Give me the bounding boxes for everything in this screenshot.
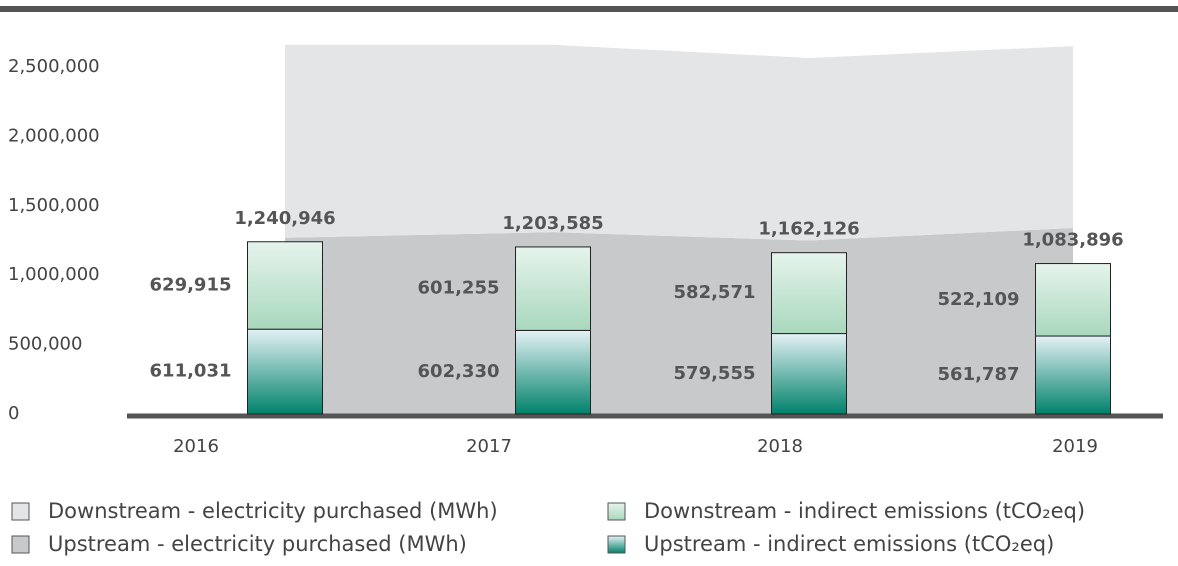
legend-swatch bbox=[11, 535, 30, 554]
legend-swatch bbox=[607, 502, 626, 521]
x-tick-label: 2017 bbox=[466, 436, 512, 457]
bar bbox=[771, 252, 847, 335]
total-label: 1,240,946 bbox=[234, 208, 335, 229]
legend-swatch bbox=[607, 535, 626, 554]
bar bbox=[247, 328, 323, 415]
legend-label: Downstream - indirect emissions (tCO₂eq) bbox=[644, 499, 1085, 523]
bar bbox=[247, 241, 323, 330]
value-label: 582,571 bbox=[674, 282, 756, 303]
bar bbox=[771, 333, 847, 415]
y-tick-label: 1,500,000 bbox=[8, 195, 100, 216]
value-label: 629,915 bbox=[150, 274, 232, 295]
x-tick-label: 2016 bbox=[173, 436, 219, 457]
value-label: 601,255 bbox=[418, 278, 500, 299]
bar bbox=[515, 329, 591, 415]
y-tick-label: 2,500,000 bbox=[8, 56, 100, 77]
legend-label: Upstream - indirect emissions (tCO₂eq) bbox=[644, 532, 1054, 556]
total-label: 1,162,126 bbox=[758, 219, 859, 240]
value-label: 579,555 bbox=[674, 363, 756, 384]
area bbox=[285, 44, 1073, 241]
legend-swatch bbox=[11, 502, 30, 521]
x-tick-label: 2018 bbox=[757, 436, 803, 457]
y-tick-label: 2,000,000 bbox=[8, 125, 100, 146]
value-label: 561,787 bbox=[938, 364, 1020, 385]
value-label: 611,031 bbox=[150, 361, 232, 382]
bar bbox=[515, 246, 591, 331]
y-tick-label: 0 bbox=[8, 403, 19, 424]
y-tick-label: 1,000,000 bbox=[8, 264, 100, 285]
value-label: 602,330 bbox=[418, 361, 500, 382]
area bbox=[285, 228, 1073, 414]
bar bbox=[1035, 335, 1111, 415]
y-tick-label: 500,000 bbox=[8, 334, 82, 355]
total-label: 1,083,896 bbox=[1022, 230, 1123, 251]
value-label: 522,109 bbox=[938, 289, 1020, 310]
top-rule bbox=[0, 6, 1178, 12]
legend-label: Downstream - electricity purchased (MWh) bbox=[48, 499, 498, 523]
total-label: 1,203,585 bbox=[502, 213, 603, 234]
bar bbox=[1035, 263, 1111, 337]
legend-label: Upstream - electricity purchased (MWh) bbox=[48, 532, 467, 556]
x-tick-label: 2019 bbox=[1052, 436, 1098, 457]
